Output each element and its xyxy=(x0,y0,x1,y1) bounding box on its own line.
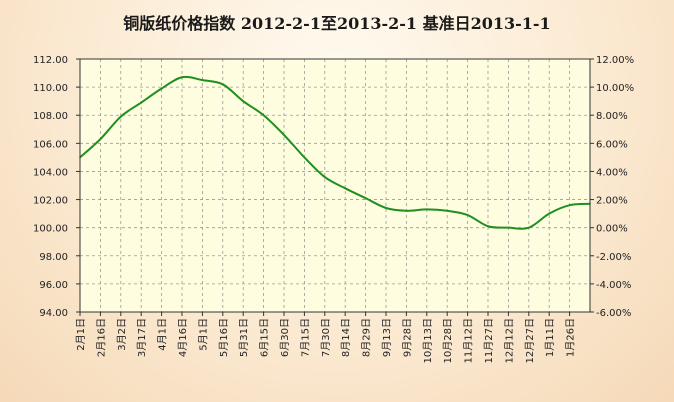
data-point xyxy=(487,225,489,228)
plot-area xyxy=(80,59,590,312)
data-point xyxy=(405,210,408,212)
x-tick-label: 11月27日 xyxy=(483,318,495,363)
data-point xyxy=(568,204,571,206)
data-point xyxy=(262,114,265,117)
y-left-tick-label: 102.00 xyxy=(33,196,68,207)
y-right-tick-label: 6.00% xyxy=(596,139,628,150)
x-tick-label: 3月17日 xyxy=(136,318,148,357)
y-right-tick-label: 10.00% xyxy=(596,83,634,94)
data-point xyxy=(466,214,469,216)
data-point xyxy=(548,212,550,215)
data-point xyxy=(181,76,183,79)
y-left-tick-label: 94.00 xyxy=(39,308,68,319)
x-tick-label: 2月1日 xyxy=(75,318,87,351)
x-tick-label: 10月13日 xyxy=(422,318,434,363)
x-tick-label: 9月13日 xyxy=(381,318,393,357)
x-tick-label: 4月1日 xyxy=(157,318,169,351)
data-point xyxy=(446,210,449,212)
data-point xyxy=(99,138,102,140)
y-left-tick-label: 106.00 xyxy=(33,139,68,150)
data-point xyxy=(426,208,428,211)
x-tick-label: 5月16日 xyxy=(218,318,230,357)
x-tick-label: 3月2日 xyxy=(116,318,128,351)
x-tick-label: 4月16日 xyxy=(177,318,189,357)
data-point xyxy=(222,83,224,86)
y-left-tick-label: 98.00 xyxy=(39,252,68,263)
x-tick-label: 5月31日 xyxy=(238,318,250,357)
data-point xyxy=(303,156,306,159)
x-tick-label: 7月30日 xyxy=(320,318,332,357)
series-line xyxy=(79,75,591,230)
data-point xyxy=(283,134,285,136)
y-left-tick-label: 104.00 xyxy=(33,167,68,178)
x-tick-label: 1月26日 xyxy=(565,318,577,357)
data-point xyxy=(140,101,142,104)
y-right-tick-label: 8.00% xyxy=(596,111,628,122)
data-point xyxy=(324,176,326,178)
data-point xyxy=(344,187,347,190)
x-tick-label: 9月28日 xyxy=(401,318,413,357)
data-point xyxy=(364,197,367,199)
y-left-tick-label: 108.00 xyxy=(33,111,68,122)
y-right-tick-label: 0.00% xyxy=(596,224,628,235)
y-right-tick-label: 2.00% xyxy=(596,196,628,207)
y-left-tick-label: 112.00 xyxy=(33,55,68,66)
y-right-tick-label: -6.00% xyxy=(596,308,631,319)
data-point xyxy=(507,226,510,229)
y-left-tick-label: 100.00 xyxy=(33,224,68,235)
x-tick-label: 12月12日 xyxy=(503,318,515,363)
data-point xyxy=(120,115,122,118)
y-left-tick-label: 96.00 xyxy=(39,280,68,291)
y-left-tick-label: 110.00 xyxy=(33,83,68,94)
y-right-tick-label: 12.00% xyxy=(596,55,634,66)
x-tick-label: 8月14日 xyxy=(340,318,352,357)
x-tick-label: 5月1日 xyxy=(197,318,209,351)
data-point xyxy=(201,79,204,81)
data-point xyxy=(242,100,244,102)
data-point xyxy=(528,226,530,229)
x-tick-label: 1月11日 xyxy=(544,318,556,357)
x-tick-label: 6月15日 xyxy=(259,318,271,357)
y-right-tick-label: -4.00% xyxy=(596,280,631,291)
x-tick-label: 10月28日 xyxy=(442,318,454,363)
x-tick-label: 2月16日 xyxy=(95,318,107,357)
plot-border xyxy=(79,58,591,313)
chart-title: 铜版纸价格指数 2012-2-1至2013-2-1 基准日2013-1-1 xyxy=(123,14,551,33)
data-point xyxy=(385,207,387,209)
x-tick-label: 7月15日 xyxy=(299,318,311,357)
y-right-tick-label: 4.00% xyxy=(596,167,628,178)
x-tick-label: 11月12日 xyxy=(463,318,475,363)
y-right-tick-label: -2.00% xyxy=(596,252,631,263)
data-point xyxy=(160,87,163,90)
x-tick-label: 6月30日 xyxy=(279,318,291,357)
x-tick-label: 12月27日 xyxy=(524,318,536,363)
x-tick-label: 8月29日 xyxy=(361,318,373,357)
